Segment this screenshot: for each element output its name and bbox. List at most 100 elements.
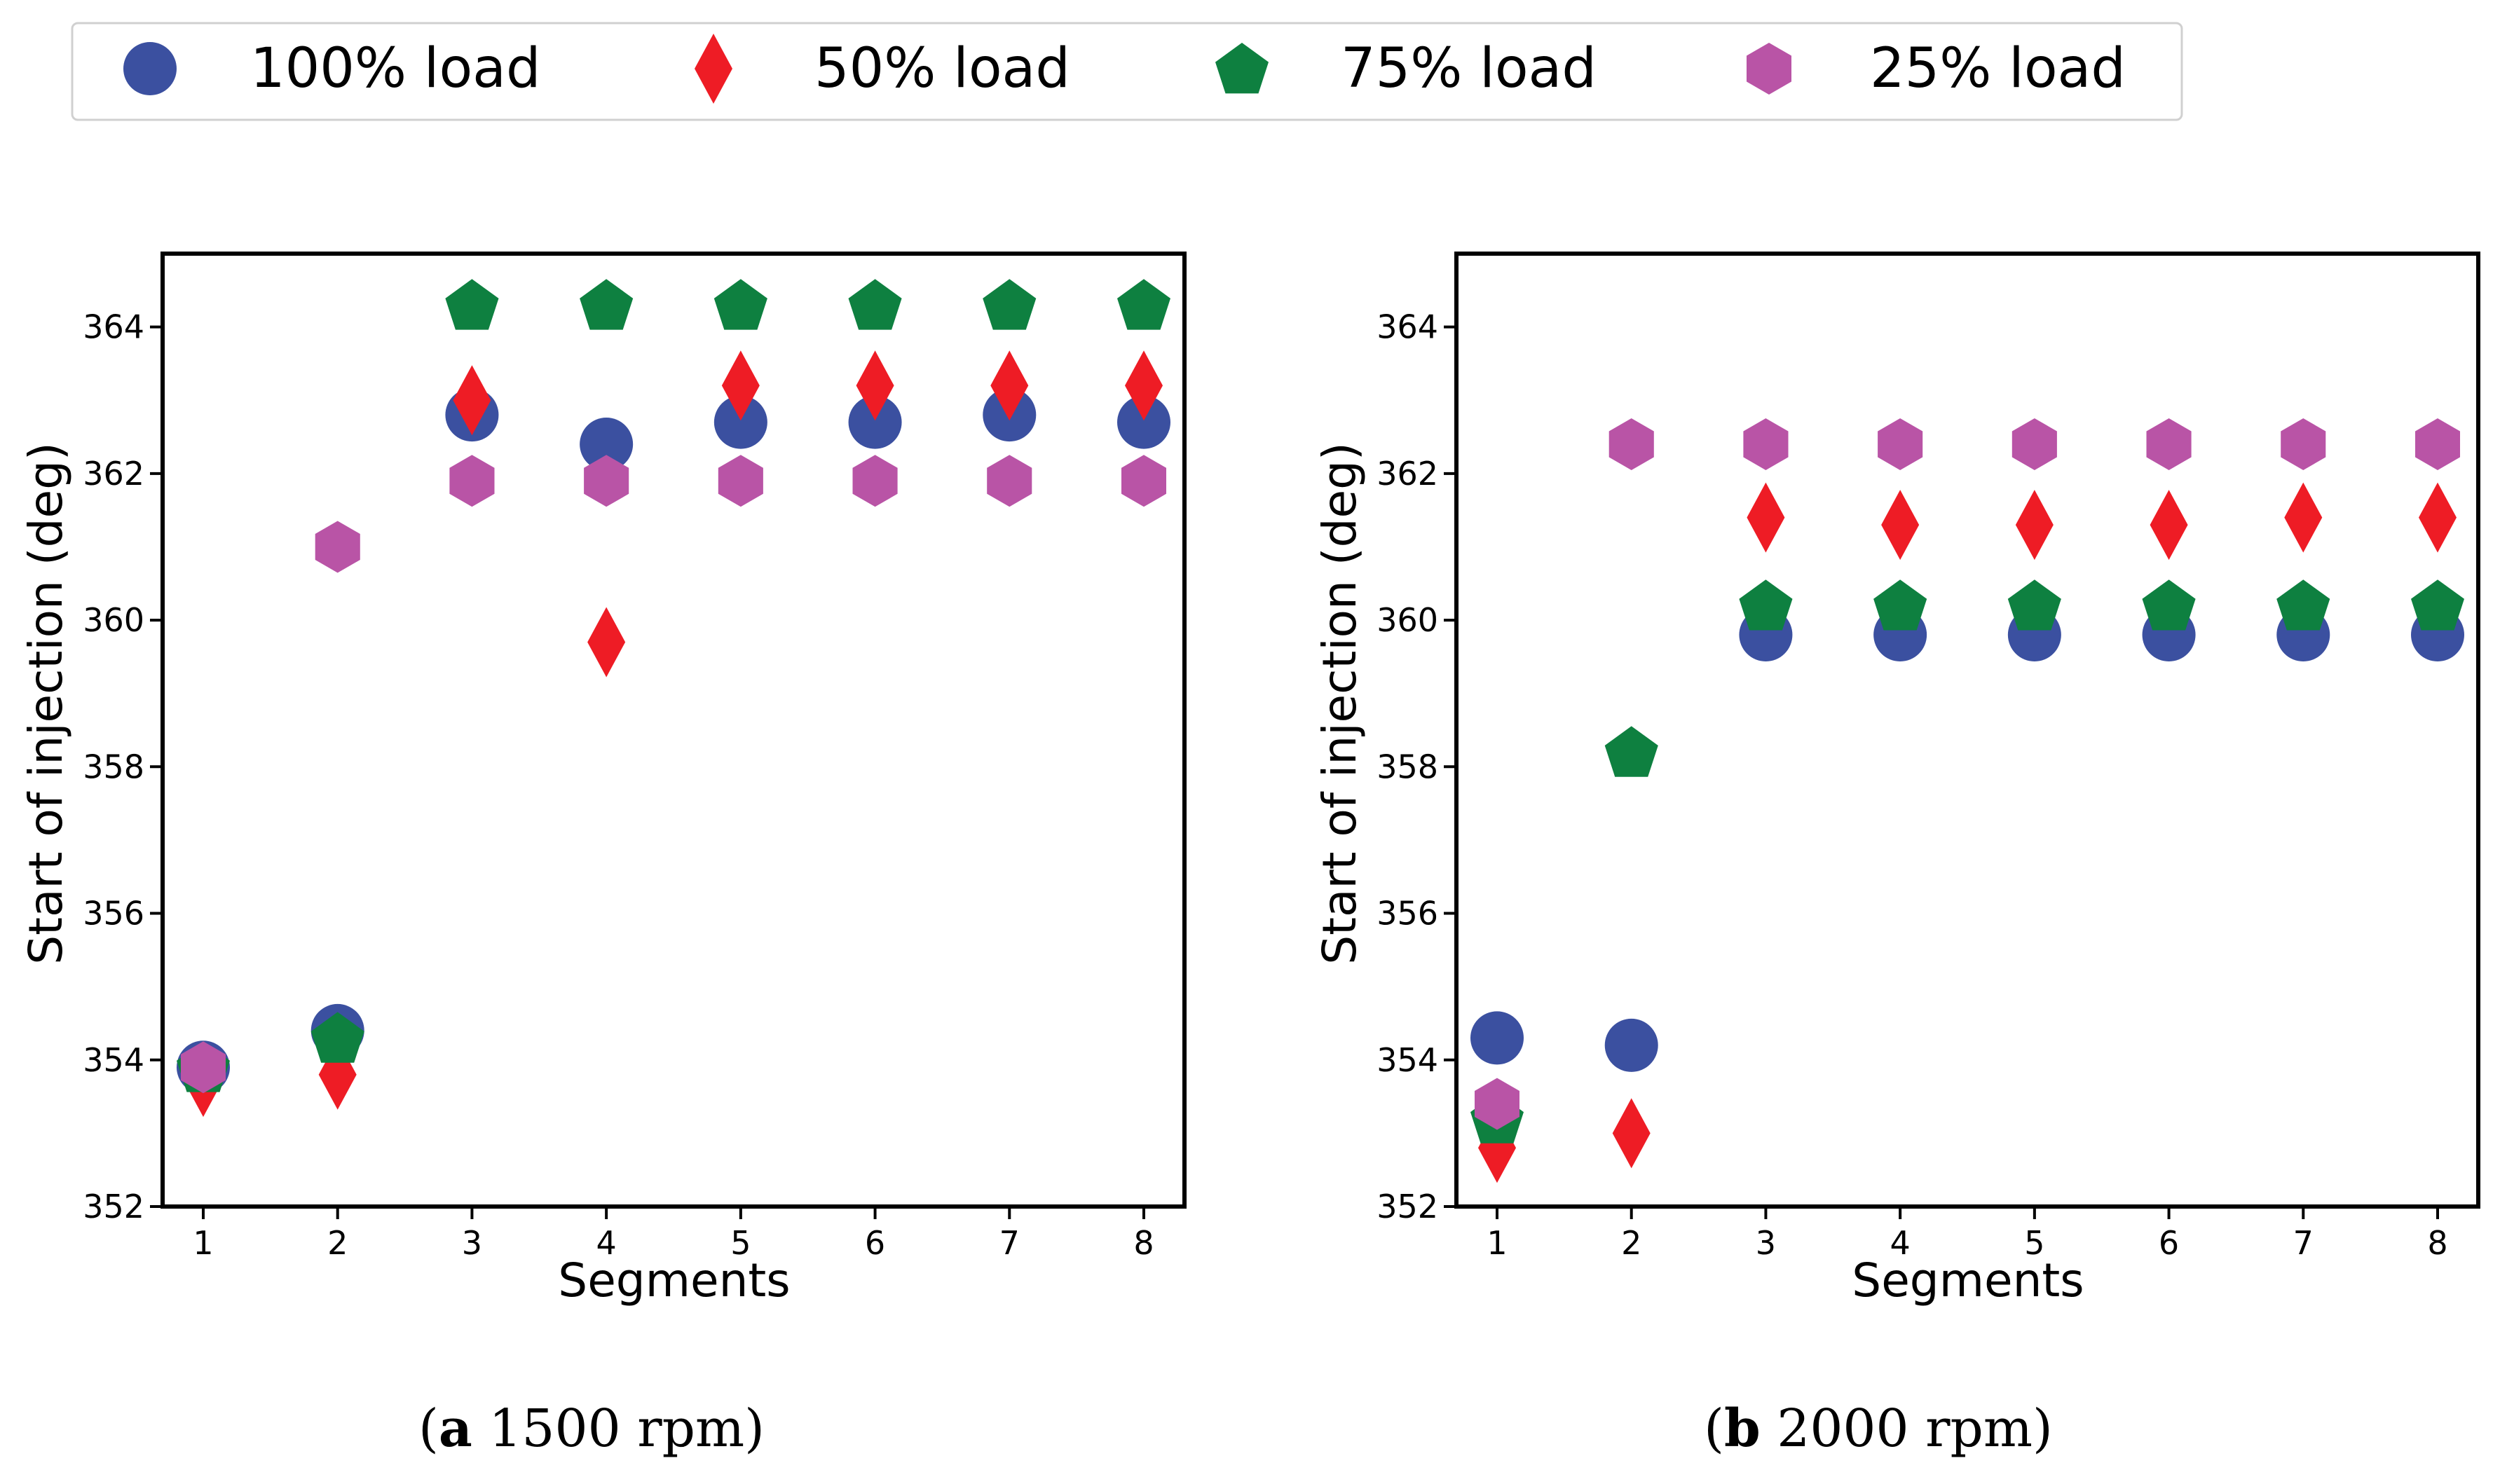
data-point-pentagon	[1873, 579, 1927, 631]
data-point-hexagon	[315, 521, 360, 573]
data-point-hexagon	[449, 455, 495, 507]
caption-a: (a 1500 rpm)	[418, 1399, 765, 1459]
x-tick-label: 1	[1487, 1224, 1507, 1262]
data-point-circle	[1470, 1011, 1524, 1065]
data-point-hexagon	[2415, 418, 2460, 470]
y-axis-label-b: Start of injection (deg)	[1313, 442, 1367, 965]
y-tick-label: 362	[1377, 455, 1438, 493]
data-point-pentagon	[445, 279, 499, 330]
chart-panel-a: Start of injection (deg) Segments 3 5 2 354…	[19, 252, 1187, 1459]
data-point-hexagon	[1743, 418, 1789, 470]
data-point-hexagon	[181, 1041, 226, 1094]
x-tick-label: 2	[1621, 1224, 1641, 1262]
y-tick-label: 354	[1377, 1041, 1438, 1079]
caption-letter-b: b	[1724, 1399, 1761, 1459]
plot-frame	[1454, 252, 2480, 1209]
data-point-hexagon	[2146, 418, 2192, 470]
data-point-diamond	[587, 607, 626, 678]
y-tick-label: 358	[1377, 748, 1438, 785]
data-point-pentagon	[2007, 579, 2061, 631]
data-point-diamond	[721, 350, 760, 421]
x-tick-label: 3	[1756, 1224, 1776, 1262]
data-point-hexagon	[987, 455, 1032, 507]
data-point-circle	[848, 395, 902, 449]
x-tick-label: 2	[327, 1224, 348, 1262]
caption-text-a: 1500 rpm	[472, 1399, 744, 1459]
data-point-pentagon	[1117, 279, 1170, 330]
y-axis-label-a: Start of injection (deg)	[19, 442, 73, 965]
data-point-hexagon	[1475, 1078, 1519, 1130]
data-point-hexagon	[584, 455, 629, 507]
plot-frame	[160, 252, 1187, 1209]
data-point-diamond	[453, 365, 491, 436]
data-point-pentagon	[580, 279, 634, 330]
x-tick-label: 3	[462, 1224, 482, 1262]
y-tick-label: 362	[83, 455, 144, 493]
data-point-pentagon	[1604, 726, 1658, 777]
y-tick-label: 354	[83, 1041, 144, 1079]
y-tick-label: 364	[83, 308, 144, 346]
legend-marker-pentagon	[1215, 43, 1269, 94]
data-point-pentagon	[1739, 579, 1793, 631]
x-tick-label: 6	[865, 1224, 885, 1262]
data-point-hexagon	[852, 455, 898, 507]
plot-area-b: 352 354 356 358 360 362 364 1 2 3 4 5 6 7 8	[1377, 252, 2480, 1262]
x-axis-label-a: Segments	[558, 1253, 790, 1307]
data-point-pentagon	[848, 279, 902, 330]
data-point-hexagon	[1878, 418, 1923, 470]
legend-label-50: 50% load	[814, 37, 1070, 100]
y-tick-label: 356	[1377, 895, 1438, 933]
data-point-pentagon	[2276, 579, 2330, 631]
legend-markers	[123, 34, 1791, 104]
data-point-circle	[580, 418, 634, 471]
x-tick-label: 1	[193, 1224, 213, 1262]
y-tick-label: 360	[1377, 601, 1438, 639]
x-axis-label-b: Segments	[1852, 1253, 2084, 1307]
data-point-hexagon	[1608, 418, 1654, 470]
caption-text-b: 2000 rpm	[1761, 1399, 2033, 1459]
data-point-diamond	[1612, 1098, 1651, 1169]
data-point-hexagon	[2281, 418, 2326, 470]
data-point-diamond	[2015, 490, 2054, 561]
y-tick-label: 356	[83, 895, 144, 933]
legend-label-75: 75% load	[1341, 37, 1597, 100]
legend-marker-circle	[123, 42, 177, 95]
data-point-circle	[713, 395, 767, 449]
y-tick-label: 364	[1377, 308, 1438, 346]
caption-b: (b 2000 rpm)	[1704, 1399, 2053, 1459]
legend-label-100: 100% load	[250, 37, 541, 100]
data-point-diamond	[2150, 490, 2188, 561]
x-tick-label: 8	[2427, 1224, 2447, 1262]
chart-panel-b: Start of injection (deg) Segments 3 5 2 354…	[1313, 252, 2480, 1459]
x-tick-label: 4	[1890, 1224, 1911, 1262]
data-point-hexagon	[2011, 418, 2057, 470]
data-point-pentagon	[2411, 579, 2464, 631]
data-point-diamond	[1881, 490, 1920, 561]
x-tick-label: 7	[2293, 1224, 2314, 1262]
data-point-diamond	[2419, 482, 2457, 553]
plot-area-a: 352 354 356 358 360 362 364 1 2 3 4 5 6 7 8	[83, 252, 1187, 1262]
data-point-pentagon	[310, 1012, 364, 1063]
y-tick-label: 360	[83, 601, 144, 639]
legend-marker-hexagon	[1747, 43, 1791, 95]
data-point-diamond	[1125, 350, 1163, 421]
x-tick-label: 4	[596, 1224, 617, 1262]
data-point-diamond	[990, 350, 1029, 421]
legend-box	[71, 22, 2183, 121]
data-point-diamond	[2284, 482, 2323, 553]
caption-letter-a: a	[439, 1399, 472, 1459]
y-tick-label: 358	[83, 748, 144, 785]
data-point-pentagon	[2142, 579, 2196, 631]
data-point-diamond	[856, 350, 894, 421]
data-point-diamond	[1747, 482, 1785, 553]
data-point-hexagon	[718, 455, 763, 507]
data-point-pentagon	[983, 279, 1037, 330]
data-point-pentagon	[713, 279, 767, 330]
x-tick-label: 5	[2024, 1224, 2044, 1262]
x-tick-label: 8	[1133, 1224, 1154, 1262]
data-point-circle	[1117, 395, 1170, 449]
x-tick-label: 7	[999, 1224, 1020, 1262]
x-tick-label: 5	[730, 1224, 751, 1262]
legend-marker-diamond	[695, 34, 732, 104]
